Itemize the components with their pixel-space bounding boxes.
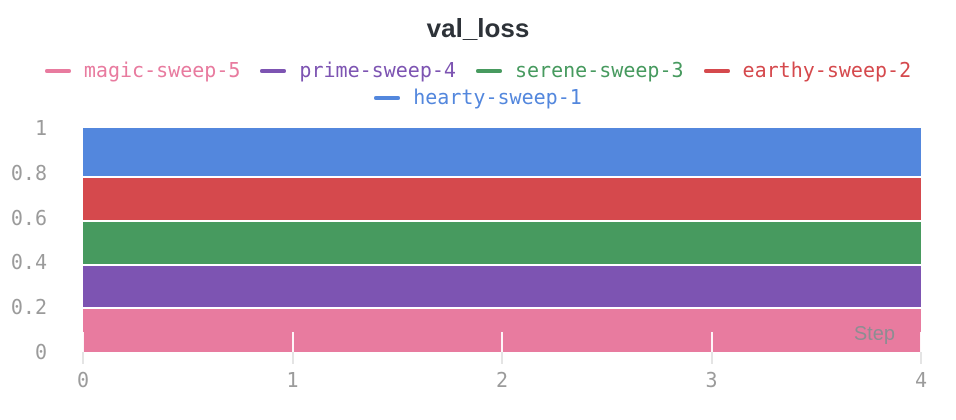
legend-item[interactable]: prime-sweep-4 bbox=[260, 58, 456, 83]
x-tick-label: 1 bbox=[286, 368, 299, 392]
x-tick-mark bbox=[82, 352, 84, 364]
legend-label: earthy-sweep-2 bbox=[742, 58, 912, 82]
legend-item[interactable]: hearty-sweep-1 bbox=[374, 85, 582, 110]
x-tick-mark bbox=[501, 352, 503, 364]
y-tick-label: 0.4 bbox=[10, 250, 47, 275]
legend-label: hearty-sweep-1 bbox=[413, 85, 582, 109]
plot-area[interactable]: Step 0 1 2 3 4 0 0.2 0.4 0.6 0.8 1 bbox=[11, 116, 927, 392]
series-band bbox=[83, 221, 921, 264]
x-axis-label: Step bbox=[853, 323, 895, 345]
legend-line-marker bbox=[703, 68, 730, 73]
x-tick-mark bbox=[710, 332, 713, 352]
series-band bbox=[83, 265, 921, 308]
y-tick-label: 0.6 bbox=[10, 205, 47, 230]
y-tick-label: 0 bbox=[34, 340, 47, 364]
x-tick-label: 0 bbox=[76, 368, 90, 392]
legend-item[interactable]: serene-sweep-3 bbox=[475, 58, 684, 83]
x-tick-label: 4 bbox=[914, 368, 928, 392]
legend-line-marker bbox=[260, 68, 287, 73]
x-tick-mark bbox=[501, 332, 503, 352]
series-band bbox=[83, 128, 921, 177]
chart-title: val_loss bbox=[426, 13, 530, 43]
x-tick-mark bbox=[82, 332, 84, 352]
x-tick-mark bbox=[291, 332, 294, 352]
legend-line-marker bbox=[374, 95, 401, 100]
legend-item[interactable]: magic-sweep-5 bbox=[44, 58, 241, 83]
x-tick-label: 2 bbox=[495, 368, 509, 392]
legend-label: magic-sweep-5 bbox=[83, 58, 241, 82]
legend-label: prime-sweep-4 bbox=[299, 58, 456, 82]
legend-line-marker bbox=[44, 68, 71, 73]
y-tick-label: 0.2 bbox=[10, 295, 47, 320]
x-tick-mark bbox=[710, 352, 713, 364]
series-band bbox=[83, 178, 921, 220]
legend-line-marker bbox=[475, 68, 502, 73]
legend-item[interactable]: earthy-sweep-2 bbox=[703, 58, 912, 83]
x-tick-mark bbox=[920, 332, 922, 352]
y-tick-label: 1 bbox=[34, 116, 47, 140]
legend: magic-sweep-5 prime-sweep-4 serene-sweep… bbox=[12, 58, 944, 110]
x-tick-mark bbox=[920, 352, 922, 364]
legend-label: serene-sweep-3 bbox=[514, 58, 684, 82]
x-tick-label: 3 bbox=[705, 368, 718, 392]
x-tick-mark bbox=[291, 352, 294, 364]
y-tick-label: 0.8 bbox=[10, 160, 47, 185]
